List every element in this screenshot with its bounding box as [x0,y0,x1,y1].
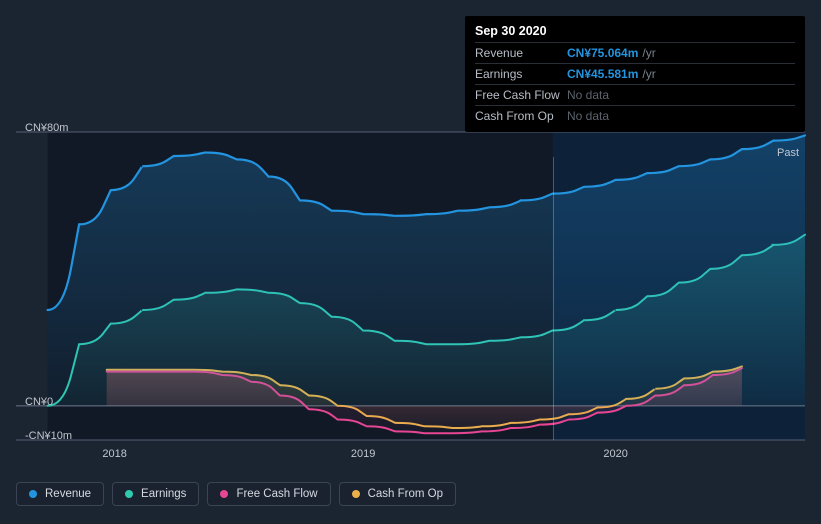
tooltip-row-unit: /yr [642,66,655,82]
legend-dot-icon [125,490,133,498]
y-tick-label: CN¥80m [25,122,68,134]
x-tick-label: 2020 [603,448,627,460]
legend-item-label: Revenue [45,488,91,500]
x-tick-label: 2019 [351,448,375,460]
legend-item-label: Earnings [141,488,186,500]
chart: CN¥80m CN¥0 -CN¥10m Past [16,120,805,440]
tooltip-row-value: CN¥45.581m [567,66,638,82]
tooltip-title: Sep 30 2020 [475,24,795,42]
tooltip-row-value: CN¥75.064m [567,45,638,61]
legend-item-cash-from-op[interactable]: Cash From Op [339,482,456,506]
legend: Revenue Earnings Free Cash Flow Cash From O… [16,482,456,506]
past-label: Past [777,147,799,159]
tooltip-row-nodata: No data [567,108,609,124]
y-tick-label: -CN¥10m [25,430,72,442]
legend-item-earnings[interactable]: Earnings [112,482,199,506]
tooltip-panel: Sep 30 2020 RevenueCN¥75.064m/yrEarnings… [465,16,805,132]
tooltip-row-label: Earnings [475,66,567,82]
chart-cursor [553,157,554,440]
chart-svg [16,132,805,440]
legend-item-free-cash-flow[interactable]: Free Cash Flow [207,482,330,506]
tooltip-row: EarningsCN¥45.581m/yr [475,63,795,84]
tooltip-row-unit: /yr [642,45,655,61]
tooltip-row: Cash From OpNo data [475,105,795,126]
tooltip-row-label: Cash From Op [475,108,567,124]
tooltip-row: Free Cash FlowNo data [475,84,795,105]
y-tick-label: CN¥0 [25,396,53,408]
x-axis-labels: 2018 2019 2020 [16,448,805,464]
tooltip-row-label: Revenue [475,45,567,61]
legend-item-label: Cash From Op [368,488,443,500]
legend-dot-icon [352,490,360,498]
x-tick-label: 2018 [102,448,126,460]
legend-dot-icon [29,490,37,498]
legend-item-label: Free Cash Flow [236,488,317,500]
tooltip-row-label: Free Cash Flow [475,87,567,103]
legend-dot-icon [220,490,228,498]
tooltip-row-nodata: No data [567,87,609,103]
tooltip-row: RevenueCN¥75.064m/yr [475,42,795,63]
legend-item-revenue[interactable]: Revenue [16,482,104,506]
